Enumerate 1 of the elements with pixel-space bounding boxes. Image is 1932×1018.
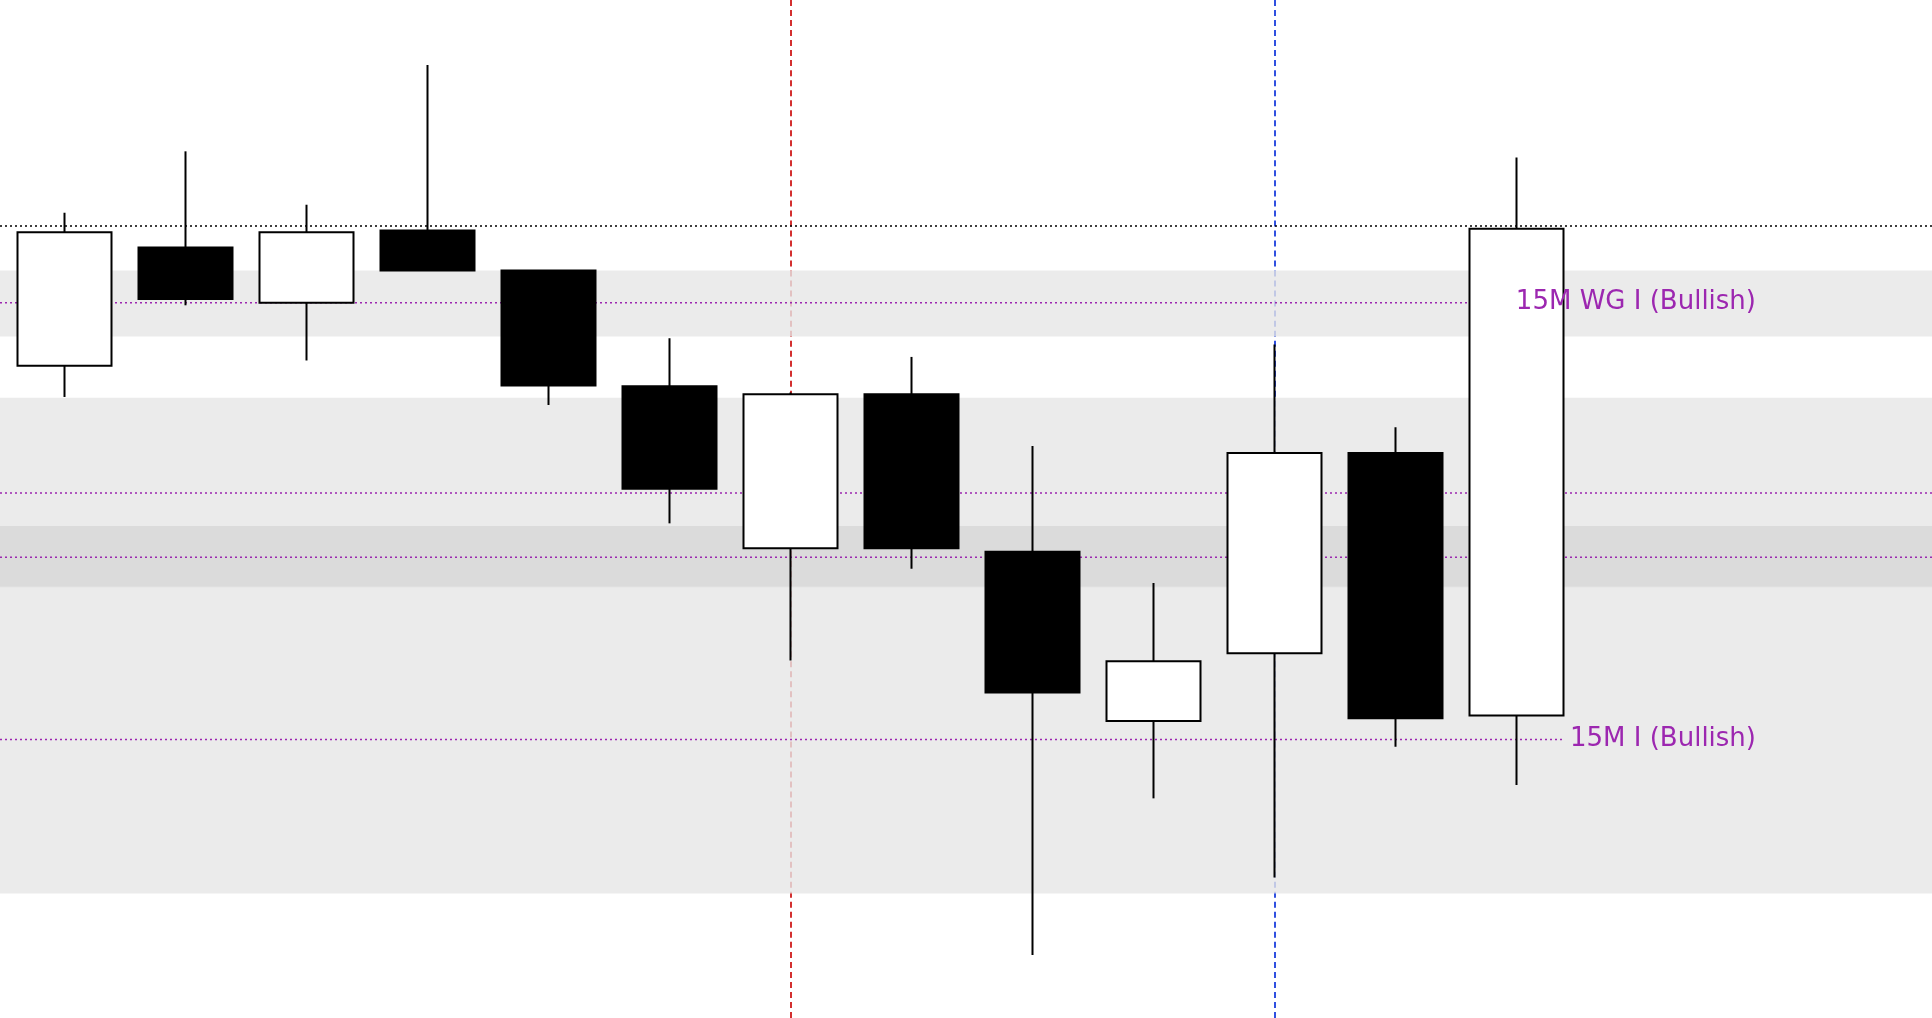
ref-line-label: 15M I (Bullish) <box>1569 722 1756 753</box>
